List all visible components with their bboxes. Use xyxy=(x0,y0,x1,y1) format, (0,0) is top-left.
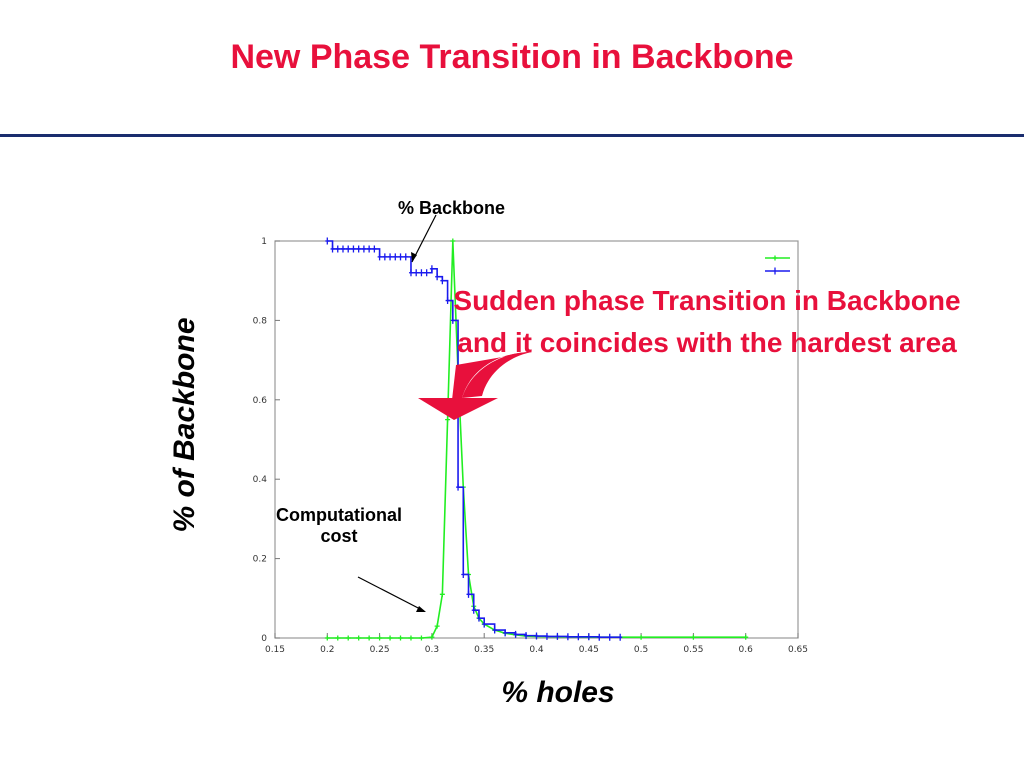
y-tick-label: 0.2 xyxy=(253,555,267,565)
data-point-blue xyxy=(377,253,382,261)
y-axis-label: % of Backbone xyxy=(168,317,201,533)
data-point-blue xyxy=(576,633,581,641)
curved-arrow-head xyxy=(418,398,498,420)
data-point-blue xyxy=(419,269,424,277)
data-point-blue xyxy=(461,570,466,578)
data-point-blue xyxy=(335,245,340,253)
data-point-green xyxy=(356,635,362,641)
y-tick-label: 0 xyxy=(261,634,267,644)
data-point-blue xyxy=(388,253,393,261)
x-tick-label: 0.25 xyxy=(370,645,390,655)
backbone-annotation: % Backbone xyxy=(398,198,506,218)
data-point-green xyxy=(345,635,351,641)
callout-line1: Sudden phase Transition in Backbone xyxy=(453,285,961,316)
x-tick-label: 0.55 xyxy=(683,645,703,655)
data-point-blue xyxy=(476,614,481,622)
x-tick-label: 0.35 xyxy=(474,645,494,655)
data-point-blue xyxy=(351,245,356,253)
data-point-green xyxy=(387,635,393,641)
cost-pointer-line xyxy=(357,576,425,612)
data-point-blue xyxy=(565,633,570,641)
data-point-blue xyxy=(414,269,419,277)
data-point-green xyxy=(638,634,644,640)
data-point-blue xyxy=(456,483,461,491)
data-point-green xyxy=(418,635,424,641)
x-tick-label: 0.5 xyxy=(634,645,648,655)
data-point-green xyxy=(335,635,341,641)
data-point-green xyxy=(377,635,383,641)
data-point-blue xyxy=(424,269,429,277)
data-point-green xyxy=(439,591,445,597)
data-point-blue xyxy=(367,245,372,253)
data-point-green xyxy=(434,623,440,629)
data-point-blue xyxy=(544,632,549,640)
computational-cost-line1: Computational xyxy=(276,505,402,525)
backbone-pointer-arrowhead xyxy=(411,252,417,262)
data-point-blue xyxy=(408,269,413,277)
data-point-green xyxy=(429,634,435,640)
data-point-blue xyxy=(403,253,408,261)
legend-marker-green xyxy=(772,255,778,261)
data-point-blue xyxy=(440,277,445,285)
data-point-blue xyxy=(372,245,377,253)
title-divider xyxy=(0,134,1024,137)
data-point-blue xyxy=(534,632,539,640)
curved-arrow-body xyxy=(462,352,532,398)
y-tick-label: 1 xyxy=(261,237,267,247)
data-point-blue xyxy=(346,245,351,253)
curved-arrow-shaft xyxy=(452,352,532,400)
data-point-blue xyxy=(597,633,602,641)
x-tick-label: 0.3 xyxy=(425,645,439,655)
data-point-blue xyxy=(361,245,366,253)
data-point-green xyxy=(324,635,330,641)
phase-transition-callout: Sudden phase Transition in Backbone and … xyxy=(395,280,1019,364)
x-tick-label: 0.6 xyxy=(739,645,754,655)
page-title: New Phase Transition in Backbone xyxy=(230,38,794,76)
data-point-blue xyxy=(513,630,518,638)
data-point-blue xyxy=(393,253,398,261)
data-point-green xyxy=(366,635,372,641)
x-tick-label: 0.2 xyxy=(320,645,334,655)
data-point-blue xyxy=(325,237,330,245)
data-point-blue xyxy=(356,245,361,253)
data-point-blue xyxy=(607,633,612,641)
data-point-blue xyxy=(435,273,440,281)
y-tick-label: 0.6 xyxy=(253,396,268,406)
data-point-blue xyxy=(445,297,450,305)
data-point-green xyxy=(450,238,456,244)
y-tick-label: 0.4 xyxy=(253,475,268,485)
data-point-blue xyxy=(450,316,455,324)
cost-pointer-arrowhead xyxy=(416,606,426,612)
computational-cost-line2: cost xyxy=(320,526,358,546)
data-point-blue xyxy=(382,253,387,261)
x-tick-label: 0.45 xyxy=(579,645,599,655)
data-point-blue xyxy=(503,629,508,637)
data-point-blue xyxy=(471,606,476,614)
data-point-blue xyxy=(618,633,623,641)
computational-cost-annotation: Computational cost xyxy=(254,505,424,547)
data-point-green xyxy=(445,417,451,423)
callout-line2: and it coincides with the hardest area xyxy=(457,327,957,358)
data-point-blue xyxy=(330,245,335,253)
data-point-blue xyxy=(398,253,403,261)
data-point-green xyxy=(408,635,414,641)
data-point-blue xyxy=(466,590,471,598)
data-point-blue xyxy=(492,626,497,634)
data-point-green xyxy=(690,634,696,640)
x-axis-label: % holes xyxy=(501,676,615,709)
data-point-blue xyxy=(524,632,529,640)
data-point-green xyxy=(743,634,749,640)
y-tick-label: 0.8 xyxy=(253,316,268,326)
x-tick-label: 0.15 xyxy=(265,645,285,655)
backbone-pointer-line xyxy=(411,214,437,263)
data-point-blue xyxy=(586,633,591,641)
data-point-green xyxy=(398,635,404,641)
data-point-blue xyxy=(482,620,487,628)
x-tick-label: 0.4 xyxy=(529,645,544,655)
x-tick-label: 0.65 xyxy=(788,645,808,655)
data-point-blue xyxy=(555,632,560,640)
data-point-blue xyxy=(429,265,434,273)
data-point-blue xyxy=(340,245,345,253)
